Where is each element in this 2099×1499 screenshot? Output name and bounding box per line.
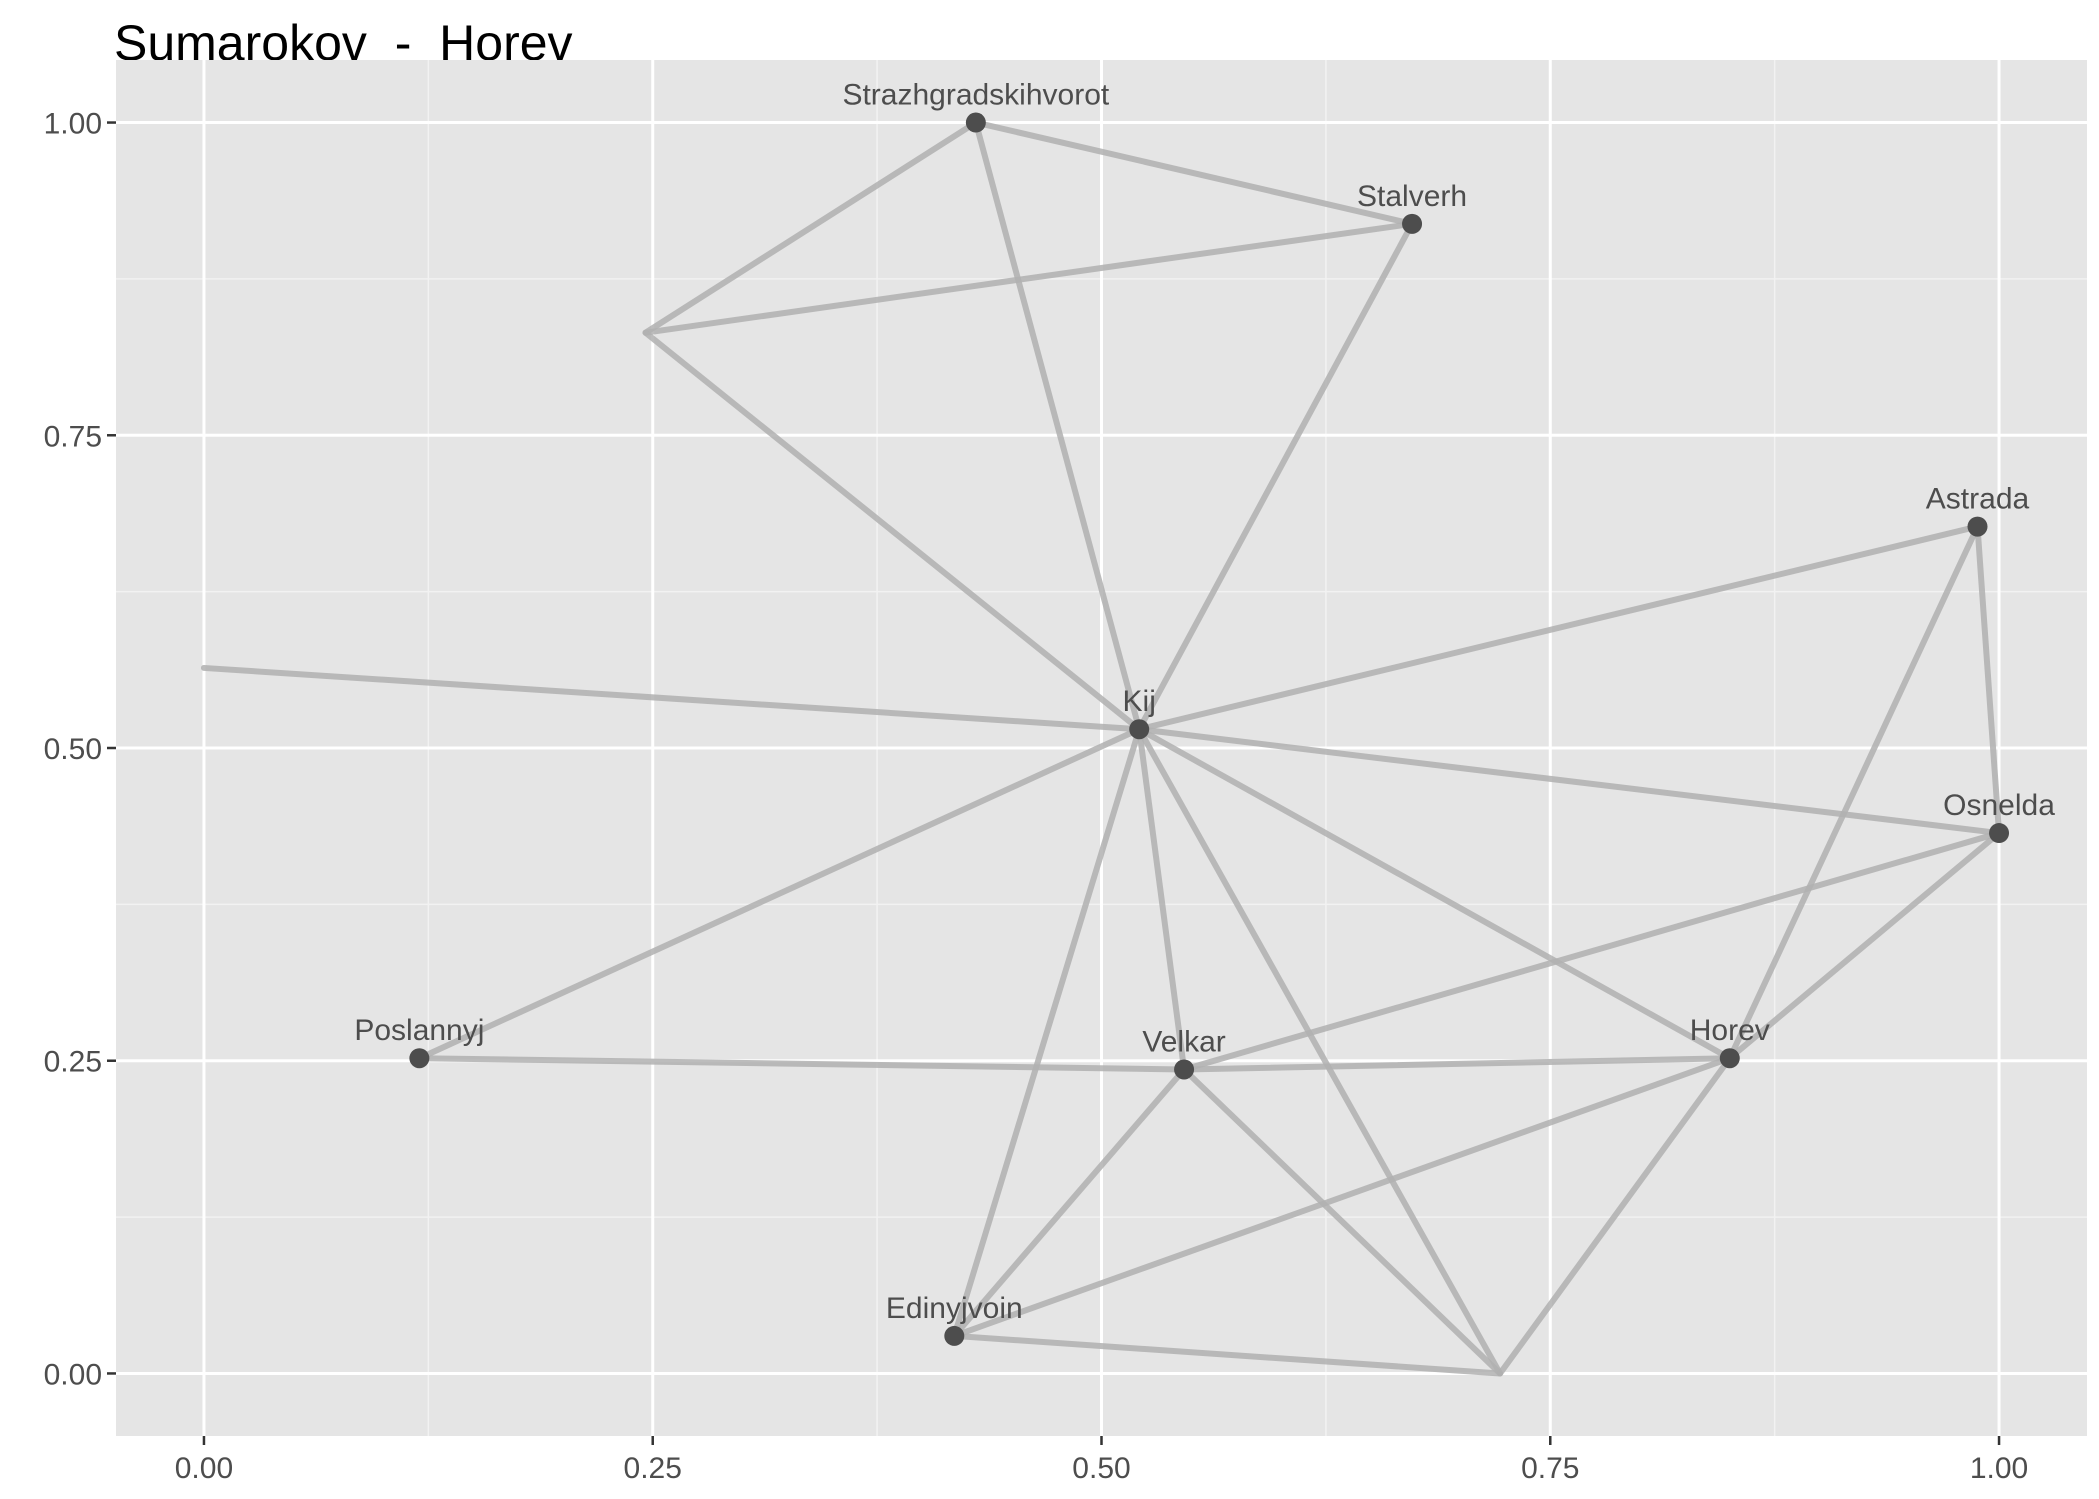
edges [200,119,2003,1377]
node-Stalverh [1402,213,1423,234]
node-Astrada [1967,516,1988,537]
y-tick-label: 0.50 [44,733,102,766]
edge-Osnelda-Horev [1726,830,2003,1062]
edge-Kij-Astrada [1136,523,1981,733]
edge-Velkar-Horev [1181,1055,1733,1073]
node-label-Strazhgradskihvorot: Strazhgradskihvorot [842,79,1109,112]
x-tick-label: 0.25 [624,1452,682,1485]
y-tick-label: 0.25 [44,1046,102,1079]
nodes [409,112,2010,1346]
edge-Kij-Poslannyj [416,726,1143,1062]
edge-Velkar-u3 [1181,1066,1504,1377]
edge-u1-Kij [642,329,1143,733]
node-label-Osnelda: Osnelda [1943,789,2055,822]
edge-Horev-Edinyjvoin [951,1055,1733,1339]
node-label-Horev: Horev [1690,1014,1770,1047]
x-tick-label: 1.00 [1970,1452,2028,1485]
y-tick-label: 0.75 [44,420,102,453]
node-labels: Strazhgradskihvorot Stalverh Astrada Kij Osn… [354,79,2055,1325]
edge-u2-Kij [200,664,1143,733]
node-Osnelda [1989,823,2010,844]
node-label-Astrada: Astrada [1926,483,2030,516]
edge-Horev-u3 [1497,1055,1733,1377]
node-label-Poslannyj: Poslannyj [354,1014,484,1047]
edge-Poslannyj-Velkar [416,1055,1188,1073]
edge-Osnelda-Velkar [1181,830,2003,1073]
edge-Strazhgradskihvorot-Kij [972,119,1143,733]
x-tick-label: 0.00 [175,1452,233,1485]
x-tick-labels: 0.00 0.25 0.50 0.75 1.00 [175,1452,2028,1485]
edge-Astrada-Osnelda [1974,523,2003,837]
y-tick-label: 0.00 [44,1358,102,1391]
axis-ticks [107,121,2001,1445]
node-Edinyjvoin [944,1325,965,1346]
edge-Kij-u3 [1136,726,1504,1377]
node-Strazhgradskihvorot [965,112,986,133]
edge-Kij-Edinyjvoin [951,726,1143,1339]
y-tick-labels: 0.00 0.25 0.50 0.75 1.00 [44,108,102,1392]
node-label-Velkar: Velkar [1142,1025,1225,1058]
edge-u1-Stalverh [642,220,1416,336]
x-tick-label: 0.50 [1072,1452,1130,1485]
edge-Edinyjvoin-u3 [951,1332,1504,1377]
node-Kij [1129,719,1150,740]
node-Velkar [1174,1059,1195,1080]
x-tick-label: 0.75 [1521,1452,1579,1485]
node-label-Edinyjvoin: Edinyjvoin [886,1292,1023,1325]
edge-Strazhgradskihvorot-u1 [642,119,979,336]
edge-Velkar-Edinyjvoin [951,1066,1188,1339]
y-tick-label: 1.00 [44,108,102,141]
edge-Astrada-Horev [1726,523,1981,1062]
edge-Kij-Horev [1136,726,1733,1062]
node-label-Kij: Kij [1123,685,1156,718]
edge-Strazhgradskihvorot-Stalverh [972,119,1416,227]
edge-Kij-Velkar [1136,726,1188,1073]
node-Horev [1719,1048,1740,1069]
edge-Stalverh-Kij [1136,220,1416,733]
edge-Kij-Osnelda [1136,726,2003,837]
node-label-Stalverh: Stalverh [1357,180,1467,213]
node-Poslannyj [409,1048,430,1069]
